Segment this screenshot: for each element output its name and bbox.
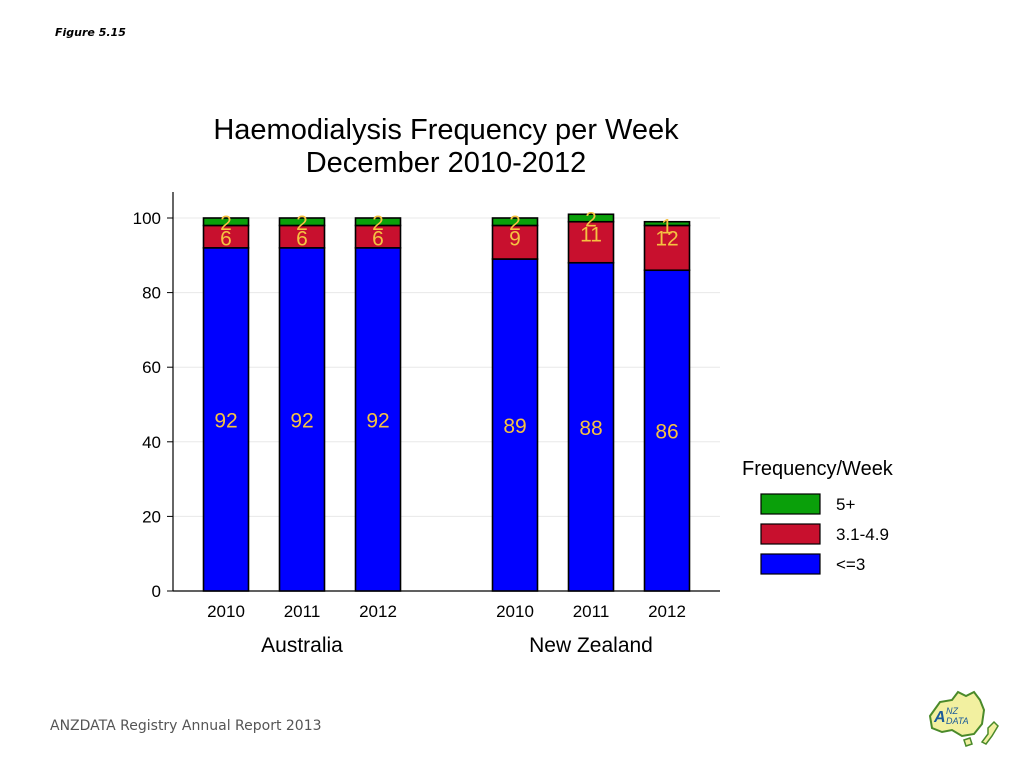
legend-label: 5+ [836, 495, 855, 514]
x-tick-label: 2012 [359, 602, 397, 621]
chart-title-line-1: Haemodialysis Frequency per Week [213, 114, 679, 146]
svg-text:NZ: NZ [946, 706, 958, 716]
data-label: 6 [296, 227, 308, 250]
data-label: 2 [372, 212, 384, 235]
legend-label: <=3 [836, 555, 865, 574]
bar-segment [202, 217, 250, 227]
bar-segment [567, 261, 615, 592]
data-label: 2 [585, 208, 597, 231]
data-label: 86 [655, 421, 678, 444]
legend-swatch [760, 523, 821, 545]
x-tick-label: 2011 [573, 602, 610, 621]
data-label: 1 [661, 216, 673, 239]
x-tick-label: 2011 [284, 602, 321, 621]
chart-title: Haemodialysis Frequency per WeekDecember… [213, 114, 679, 179]
data-label: 9 [509, 227, 521, 250]
bar-segment [354, 217, 402, 227]
bar-segment [278, 217, 326, 227]
data-label: 12 [655, 227, 678, 250]
bar-segment [643, 220, 691, 227]
svg-text:DATA: DATA [946, 716, 969, 726]
data-label: 2 [220, 212, 232, 235]
x-tick-label: 2010 [496, 602, 534, 621]
group-label: Australia [261, 634, 343, 657]
data-label: 2 [296, 212, 308, 235]
data-label: 2 [509, 212, 521, 235]
y-tick-label: 0 [152, 582, 161, 601]
figure-label: Figure 5.15 [55, 26, 126, 39]
y-tick-label: 20 [142, 507, 161, 526]
bar-segment [278, 247, 326, 592]
y-tick-label: 80 [142, 284, 161, 303]
data-label: 88 [579, 417, 602, 440]
chart-title-line-2: December 2010-2012 [306, 147, 587, 179]
data-label: 6 [220, 227, 232, 250]
bar-segment [491, 258, 539, 592]
y-tick-label: 60 [142, 358, 161, 377]
legend-label: 3.1-4.9 [836, 525, 889, 544]
grid-lines [173, 217, 720, 517]
y-tick-label: 40 [142, 433, 161, 452]
legend-swatch [760, 493, 821, 515]
bar-segment [491, 224, 539, 260]
data-label: 11 [580, 224, 602, 247]
data-label: 6 [372, 227, 384, 250]
bar-segment [567, 220, 615, 264]
data-label: 92 [366, 409, 389, 432]
x-tick-label: 2010 [207, 602, 245, 621]
data-label: 92 [214, 409, 237, 432]
group-label: New Zealand [529, 634, 653, 657]
svg-text:A: A [933, 709, 946, 726]
legend: Frequency/Week 5+ 3.1-4.9 <=3 [742, 458, 894, 575]
data-label: 89 [503, 415, 526, 438]
anzdata-map-logo: A NZ DATA [922, 686, 1002, 761]
data-label: 92 [290, 409, 313, 432]
legend-title: Frequency/Week [742, 458, 894, 480]
x-tick-label: 2012 [648, 602, 686, 621]
footer-text: ANZDATA Registry Annual Report 2013 [50, 718, 322, 734]
y-axis: 0 20 40 60 80 100 [133, 192, 720, 601]
y-tick-label: 100 [133, 209, 161, 228]
bar-segment [643, 269, 691, 592]
bars [202, 213, 691, 592]
legend-swatch [760, 553, 821, 575]
bar-segment [567, 213, 615, 223]
x-axis: 2010 2011 2012 Australia 2010 2011 2012 New Zea… [207, 602, 686, 657]
bar-segment [202, 247, 250, 592]
bar-segment [491, 217, 539, 227]
